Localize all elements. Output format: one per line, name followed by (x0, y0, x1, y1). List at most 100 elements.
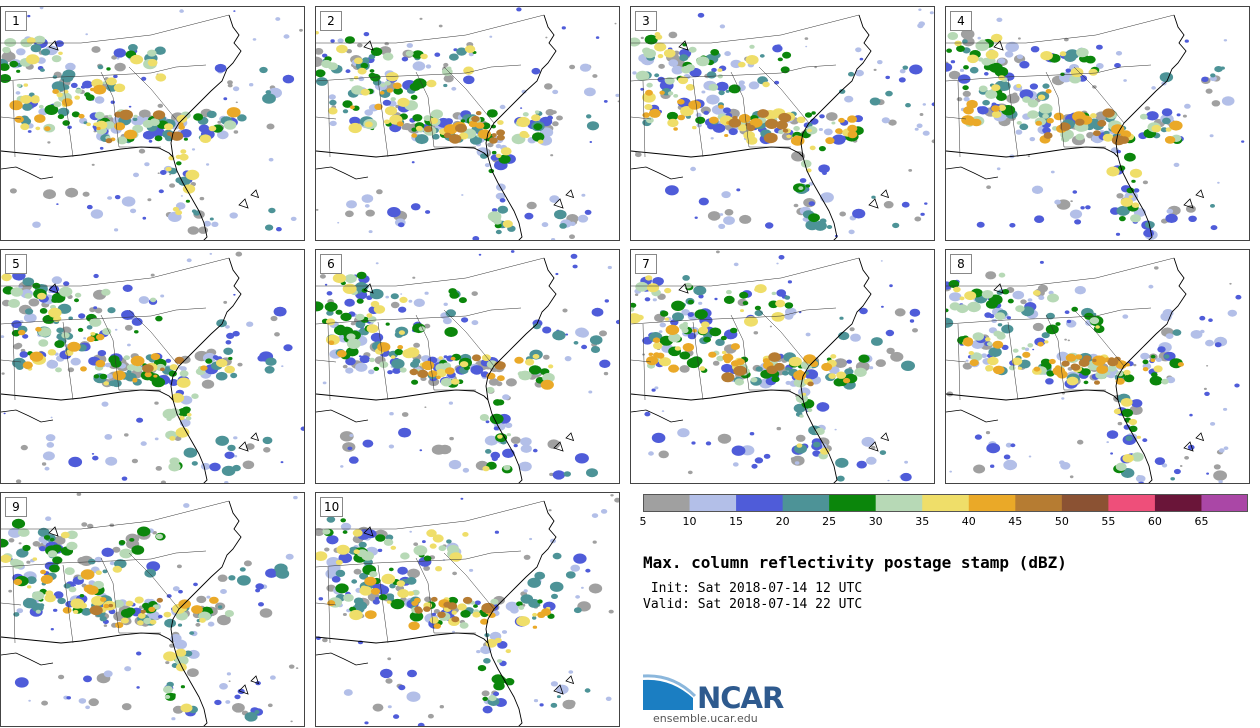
state-border (316, 602, 337, 606)
reflectivity-cell (406, 577, 417, 585)
reflectivity-cell (916, 123, 923, 129)
state-border (946, 14, 1175, 44)
state-border (1045, 71, 1065, 148)
state-border (316, 550, 522, 568)
reflectivity-cell (513, 444, 518, 448)
reflectivity-cell (765, 118, 779, 129)
reflectivity-cell (217, 574, 228, 582)
member-number-label: 10 (320, 497, 344, 517)
reflectivity-cell (959, 296, 965, 301)
reflectivity-cell (103, 670, 113, 678)
reflectivity-cell (852, 208, 866, 219)
reflectivity-cell (359, 355, 370, 364)
reflectivity-cell (503, 465, 511, 471)
reflectivity-cell (411, 133, 418, 138)
reflectivity-cell (89, 317, 102, 327)
reflectivity-cell (180, 703, 193, 713)
reflectivity-cell (28, 699, 31, 702)
reflectivity-cell (721, 372, 735, 383)
reflectivity-cell (83, 675, 92, 683)
reflectivity-cell (337, 221, 340, 224)
reflectivity-cell (412, 114, 423, 122)
reflectivity-cell (545, 36, 548, 39)
reflectivity-cell (532, 612, 538, 617)
reflectivity-cell (1199, 315, 1206, 321)
state-border (1, 116, 22, 120)
reflectivity-cell (30, 44, 42, 53)
reflectivity-cell (738, 61, 746, 68)
reflectivity-cell (522, 112, 529, 117)
reflectivity-cell (22, 103, 33, 111)
reflectivity-cell (682, 275, 690, 281)
state-border (730, 314, 750, 391)
reflectivity-cell (53, 536, 66, 545)
state-border (692, 321, 704, 401)
reflectivity-cell (1, 372, 5, 375)
reflectivity-cell (353, 568, 362, 575)
reflectivity-cell (844, 95, 854, 103)
reflectivity-cell (107, 114, 112, 118)
reflectivity-cell (109, 523, 115, 527)
reflectivity-cell (258, 602, 264, 607)
reflectivity-cell (388, 444, 395, 449)
reflectivity-cell (226, 672, 231, 676)
reflectivity-cell (988, 314, 995, 319)
reflectivity-cell (97, 65, 104, 70)
reflectivity-cell (572, 264, 578, 269)
reflectivity-cell (565, 333, 569, 336)
reflectivity-cell (18, 329, 26, 336)
reflectivity-cell (182, 184, 196, 194)
reflectivity-cell (655, 34, 663, 40)
reflectivity-cell (172, 586, 180, 592)
reflectivity-cell (50, 416, 53, 419)
reflectivity-cell (56, 203, 59, 206)
reflectivity-cell (690, 356, 703, 366)
reflectivity-cell (419, 17, 423, 20)
reflectivity-cell (1048, 358, 1056, 365)
reflectivity-cell (208, 610, 214, 614)
reflectivity-cell (442, 317, 452, 325)
reflectivity-cell (103, 381, 109, 386)
reflectivity-cell (1135, 475, 1146, 483)
reflectivity-cell (266, 123, 275, 130)
reflectivity-cell (58, 674, 65, 680)
reflectivity-cell (232, 703, 245, 713)
reflectivity-cell (412, 61, 426, 71)
reflectivity-cell (316, 69, 326, 78)
reflectivity-cell (724, 51, 731, 57)
ensemble-member-panel: 5 (0, 249, 305, 484)
reflectivity-cell (481, 354, 491, 362)
reflectivity-cell (364, 121, 373, 128)
reflectivity-cell (350, 321, 356, 326)
reflectivity-cell (1189, 413, 1193, 417)
reflectivity-cell (228, 356, 233, 361)
reflectivity-cell (324, 301, 338, 312)
reflectivity-cell (99, 146, 104, 150)
reflectivity-cell (494, 530, 499, 534)
reflectivity-cell (116, 57, 120, 60)
reflectivity-cell (274, 563, 288, 574)
reflectivity-cell (244, 712, 258, 722)
coast-detail (565, 675, 575, 685)
reflectivity-cell (348, 122, 362, 134)
reflectivity-cell (342, 109, 349, 114)
reflectivity-cell (67, 341, 81, 352)
state-border (316, 307, 522, 325)
state-border (1007, 78, 1019, 158)
reflectivity-cell (946, 308, 949, 313)
reflectivity-cell (186, 412, 192, 417)
reflectivity-cell (973, 464, 986, 474)
reflectivity-cell (46, 359, 59, 369)
reflectivity-cell (550, 702, 558, 708)
reflectivity-cell (267, 703, 273, 708)
reflectivity-cell (228, 575, 236, 581)
coastline (1, 146, 174, 158)
reflectivity-cell (1210, 204, 1215, 208)
reflectivity-cell (726, 289, 732, 295)
colorbar-segment (782, 494, 830, 512)
reflectivity-cell (1173, 468, 1181, 475)
reflectivity-cell (171, 693, 176, 697)
reflectivity-cell (894, 308, 906, 317)
reflectivity-cell (1, 74, 11, 83)
reflectivity-cell (485, 449, 492, 454)
